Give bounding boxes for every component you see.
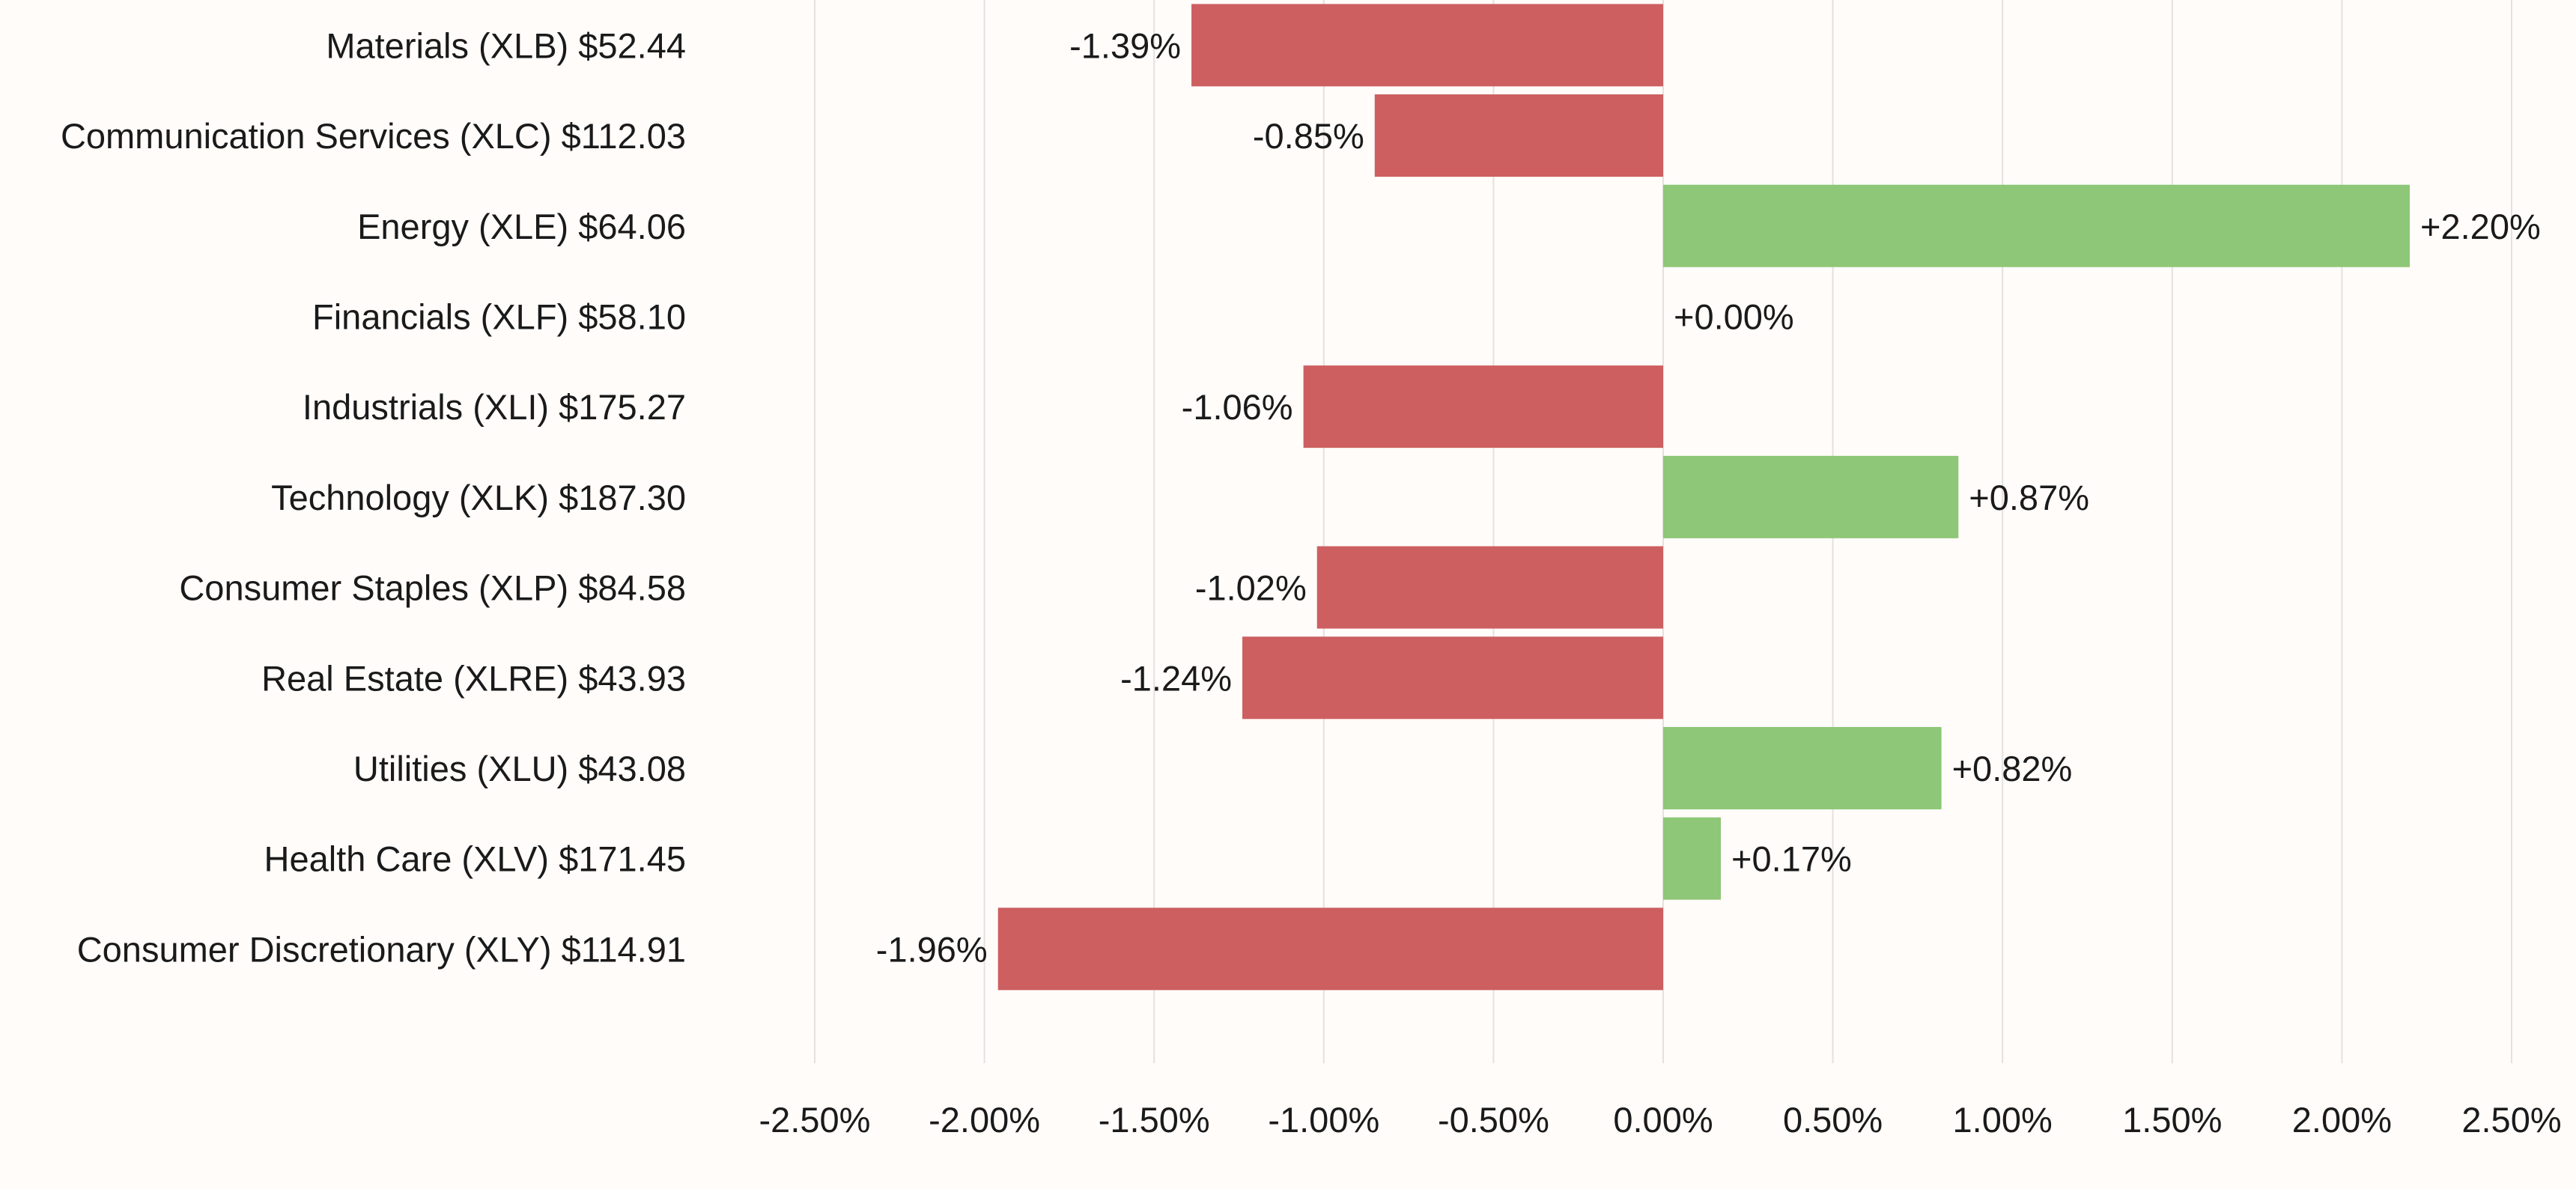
x-tick-label: 1.50%	[2122, 1100, 2222, 1140]
bars	[997, 4, 2411, 991]
x-tick-label: 1.00%	[1953, 1100, 2053, 1140]
data-label: -1.39%	[1069, 25, 1181, 65]
category-label: Energy (XLE) $64.06	[357, 207, 686, 246]
data-label: -0.85%	[1253, 116, 1364, 156]
bar	[1663, 455, 1959, 538]
category-label: Real Estate (XLRE) $43.93	[261, 658, 686, 698]
data-label: +0.82%	[1952, 749, 2073, 788]
category-label: Consumer Staples (XLP) $84.58	[179, 568, 686, 608]
gridlines	[814, 0, 2512, 1063]
x-tick-label: -2.00%	[929, 1100, 1040, 1140]
category-label: Financials (XLF) $58.10	[312, 297, 686, 336]
data-label: +0.87%	[1969, 478, 2089, 517]
data-label: +0.17%	[1731, 839, 1852, 879]
data-label: -1.24%	[1120, 658, 1232, 698]
bar	[997, 907, 1663, 991]
category-label: Materials (XLB) $52.44	[326, 25, 686, 65]
x-tick-label: 2.00%	[2292, 1100, 2392, 1140]
x-tick-label: 0.50%	[1783, 1100, 1883, 1140]
data-label: -1.96%	[876, 929, 988, 969]
bar	[1663, 817, 1722, 900]
category-labels: Materials (XLB) $52.44 Communication Serv…	[61, 25, 686, 969]
bar	[1316, 546, 1663, 629]
category-label: Utilities (XLU) $43.08	[353, 749, 686, 788]
bar	[1374, 94, 1663, 177]
data-label: +0.00%	[1674, 297, 1794, 336]
x-tick-label: -0.50%	[1438, 1100, 1549, 1140]
category-label: Industrials (XLI) $175.27	[303, 387, 686, 427]
category-label: Health Care (XLV) $171.45	[264, 839, 686, 879]
category-label: Technology (XLK) $187.30	[271, 478, 686, 517]
bar	[1242, 636, 1663, 720]
x-tick-label: 0.00%	[1613, 1100, 1713, 1140]
x-tick-label: 2.50%	[2461, 1100, 2561, 1140]
x-tick-label: -2.50%	[759, 1100, 871, 1140]
bar	[1303, 365, 1663, 448]
data-labels: -1.39% -0.85% +2.20% +0.00% -1.06% +0.87% -1.0…	[876, 25, 2541, 969]
x-axis-tick-labels: -2.50% -2.00% -1.50% -1.00% -0.50% 0.00% 0.50%…	[759, 1100, 2562, 1140]
category-label: Consumer Discretionary (XLY) $114.91	[77, 929, 686, 969]
data-label: -1.02%	[1195, 568, 1307, 608]
x-tick-label: -1.00%	[1268, 1100, 1379, 1140]
category-label: Communication Services (XLC) $112.03	[61, 116, 686, 156]
bar	[1663, 184, 2411, 267]
data-label: -1.06%	[1182, 387, 1293, 427]
bar	[1191, 4, 1663, 87]
x-tick-label: -1.50%	[1099, 1100, 1210, 1140]
data-label: +2.20%	[2420, 207, 2541, 246]
bar	[1663, 726, 1942, 809]
